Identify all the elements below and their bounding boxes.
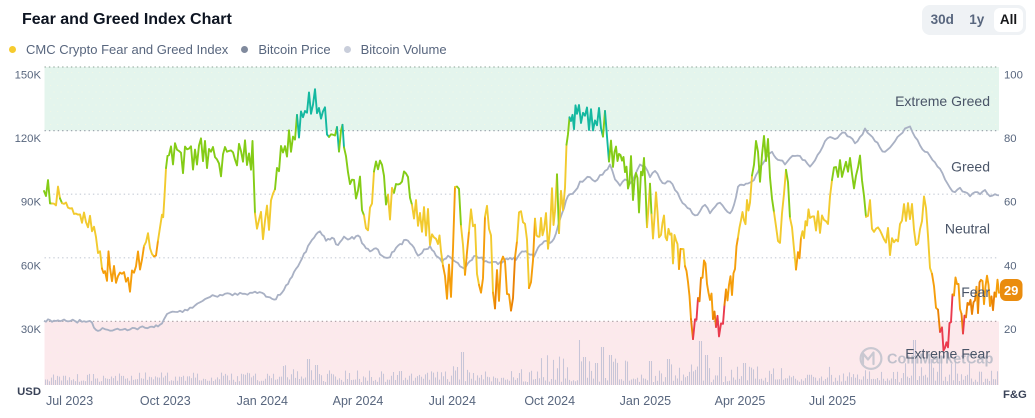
svg-text:Apr 2025: Apr 2025: [715, 394, 766, 408]
svg-text:120K: 120K: [15, 133, 42, 145]
svg-text:Oct 2023: Oct 2023: [140, 394, 191, 408]
svg-text:Jul 2023: Jul 2023: [46, 394, 93, 408]
svg-text:150K: 150K: [15, 70, 42, 82]
svg-text:Greed: Greed: [951, 158, 990, 174]
svg-text:Extreme Fear: Extreme Fear: [905, 345, 990, 361]
svg-text:100: 100: [1004, 70, 1023, 82]
svg-text:USD: USD: [17, 386, 41, 398]
svg-text:Jul 2025: Jul 2025: [809, 394, 856, 408]
svg-text:40: 40: [1004, 260, 1017, 272]
svg-text:Oct 2024: Oct 2024: [524, 394, 575, 408]
svg-text:Apr 2024: Apr 2024: [333, 394, 384, 408]
svg-text:90K: 90K: [21, 197, 42, 209]
svg-text:60: 60: [1004, 197, 1017, 209]
svg-text:60K: 60K: [21, 260, 42, 272]
svg-text:CoinMarketCap: CoinMarketCap: [887, 352, 993, 368]
svg-text:F&G: F&G: [1003, 389, 1027, 401]
svg-text:Jul 2024: Jul 2024: [429, 394, 476, 408]
svg-text:29: 29: [1004, 283, 1018, 298]
svg-text:Neutral: Neutral: [945, 220, 990, 236]
svg-text:Jan 2024: Jan 2024: [237, 394, 288, 408]
svg-text:Fear: Fear: [961, 284, 990, 300]
svg-text:30K: 30K: [21, 324, 42, 336]
svg-text:20: 20: [1004, 324, 1017, 336]
svg-text:Jan 2025: Jan 2025: [620, 394, 671, 408]
svg-text:Extreme Greed: Extreme Greed: [895, 93, 990, 109]
svg-text:80: 80: [1004, 133, 1017, 145]
